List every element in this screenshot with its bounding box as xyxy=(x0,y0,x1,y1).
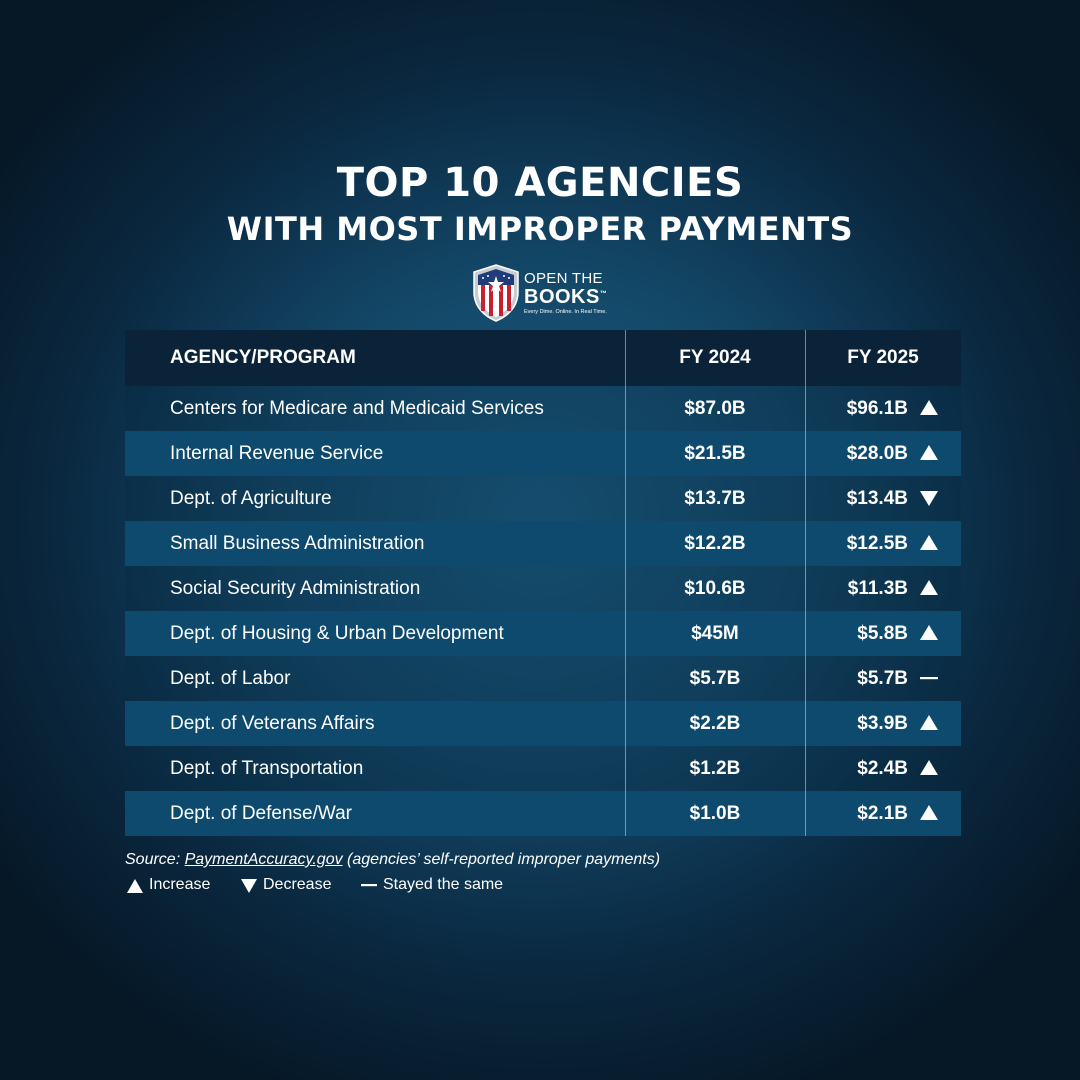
dash-icon xyxy=(361,884,377,887)
fy2024-cell: $21.5B xyxy=(684,442,746,464)
up-triangle-icon xyxy=(920,805,938,820)
agency-cell: Small Business Administration xyxy=(170,532,425,554)
fy2025-cell: $2.4B xyxy=(857,757,908,779)
header-agency: AGENCY/PROGRAM xyxy=(170,347,356,368)
table-row: Dept. of Veterans Affairs $2.2B $3.9B xyxy=(125,701,961,746)
header-fy2024: FY 2024 xyxy=(679,347,751,368)
fy2025-cell: $3.9B xyxy=(857,712,908,734)
fy2025-cell: $13.4B xyxy=(846,487,908,509)
table-row: Social Security Administration $10.6B $11.… xyxy=(125,566,961,611)
table-row: Dept. of Agriculture $13.7B $13.4B xyxy=(125,476,961,521)
page-subtitle: WITH MOST IMPROPER PAYMENTS xyxy=(226,210,854,248)
source-link[interactable]: PaymentAccuracy.gov xyxy=(184,851,343,868)
fy2024-cell: $5.7B xyxy=(689,667,741,689)
fy2025-cell: $12.5B xyxy=(846,532,908,554)
dash-icon xyxy=(920,677,938,680)
up-triangle-icon xyxy=(920,535,938,550)
table-row: Dept. of Housing & Urban Development $45M… xyxy=(125,611,961,656)
table-row: Dept. of Transportation $1.2B $2.4B xyxy=(125,746,961,791)
logo-line-2: BOOKS™ xyxy=(524,286,608,308)
fy2024-cell: $2.2B xyxy=(689,712,741,734)
source-note: Source: PaymentAccuracy.gov (agencies’ s… xyxy=(125,851,661,868)
table-row: Small Business Administration $12.2B $12.5… xyxy=(125,521,961,566)
agency-cell: Dept. of Housing & Urban Development xyxy=(170,622,504,644)
fy2024-cell: $10.6B xyxy=(684,577,746,599)
fy2024-cell: $12.2B xyxy=(684,532,746,554)
table-header: AGENCY/PROGRAM FY 2024 FY 2025 xyxy=(125,330,961,386)
agency-cell: Social Security Administration xyxy=(170,577,421,599)
fy2024-cell: $87.0B xyxy=(684,397,746,419)
open-the-books-logo: OPEN THE BOOKS™ Every Dime. Online. In R… xyxy=(472,264,622,322)
fy2025-cell: $96.1B xyxy=(846,397,908,419)
table-body: Centers for Medicare and Medicaid Servic… xyxy=(125,386,961,836)
column-divider xyxy=(805,330,806,836)
agency-cell: Centers for Medicare and Medicaid Servic… xyxy=(170,397,544,419)
shield-icon xyxy=(473,264,519,322)
column-divider xyxy=(625,330,626,836)
table-row: Dept. of Labor $5.7B $5.7B xyxy=(125,656,961,701)
agency-cell: Dept. of Agriculture xyxy=(170,487,332,509)
up-triangle-icon xyxy=(127,879,143,893)
up-triangle-icon xyxy=(920,580,938,595)
agency-cell: Dept. of Transportation xyxy=(170,757,364,779)
agency-cell: Dept. of Veterans Affairs xyxy=(170,712,375,734)
up-triangle-icon xyxy=(920,625,938,640)
page-title: TOP 10 AGENCIES xyxy=(336,160,744,206)
fy2025-cell: $2.1B xyxy=(857,802,908,824)
table-row: Internal Revenue Service $21.5B $28.0B xyxy=(125,431,961,476)
agency-cell: Dept. of Labor xyxy=(170,667,291,689)
agency-cell: Dept. of Defense/War xyxy=(170,802,352,824)
agency-cell: Internal Revenue Service xyxy=(170,442,384,464)
improper-payments-table: AGENCY/PROGRAM FY 2024 FY 2025 Centers f… xyxy=(125,330,961,836)
logo-tagline: Every Dime. Online. In Real Time. xyxy=(524,309,607,315)
up-triangle-icon xyxy=(920,445,938,460)
up-triangle-icon xyxy=(920,715,938,730)
down-triangle-icon xyxy=(920,491,938,506)
up-triangle-icon xyxy=(920,760,938,775)
table-row: Centers for Medicare and Medicaid Servic… xyxy=(125,386,961,431)
up-triangle-icon xyxy=(920,400,938,415)
fy2025-cell: $5.7B xyxy=(857,667,908,689)
fy2024-cell: $13.7B xyxy=(684,487,746,509)
fy2025-cell: $11.3B xyxy=(847,577,908,599)
header-fy2025: FY 2025 xyxy=(847,347,919,368)
fy2024-cell: $45M xyxy=(691,622,739,644)
fy2025-cell: $5.8B xyxy=(857,622,908,644)
table-row: Dept. of Defense/War $1.0B $2.1B xyxy=(125,791,961,836)
fy2024-cell: $1.0B xyxy=(689,802,741,824)
down-triangle-icon xyxy=(241,879,257,893)
logo-line-1: OPEN THE xyxy=(524,270,603,287)
fy2024-cell: $1.2B xyxy=(689,757,741,779)
fy2025-cell: $28.0B xyxy=(846,442,908,464)
